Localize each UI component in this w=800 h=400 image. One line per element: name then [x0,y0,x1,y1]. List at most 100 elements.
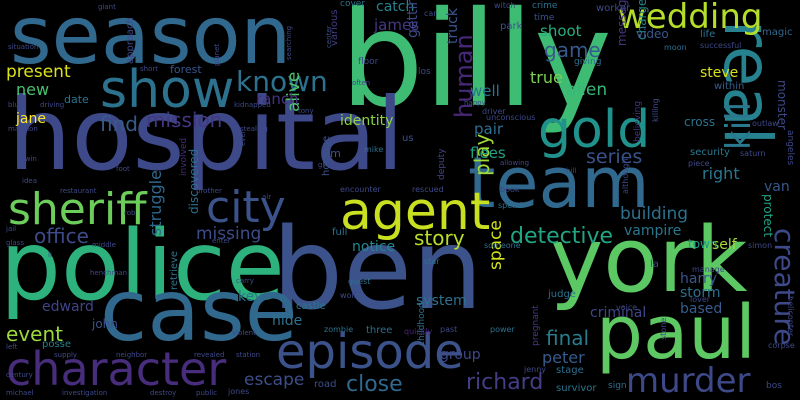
word: often [352,79,371,87]
word: castle [296,301,326,312]
word: supply [54,351,78,359]
word: book [500,185,520,194]
word: criminal [590,305,647,321]
word: killing [651,98,660,122]
word: hostage [321,135,332,176]
word: tony [298,107,314,115]
word: brother [196,187,222,195]
word: discovered [187,148,201,214]
word: jim [324,147,341,160]
word: stone [659,317,668,340]
word: floor [358,57,379,67]
word: storm [680,285,721,301]
word: date [64,93,89,106]
word: carry [236,277,254,285]
word: jones [228,387,250,396]
word: hide [272,313,303,329]
word: character [6,342,227,396]
word: john [92,317,118,331]
word: neighbor [116,351,148,359]
word: bos [766,381,782,391]
word: city [206,182,286,233]
word: truck [445,8,461,44]
word: notice [352,239,396,255]
word: struggle [146,170,165,236]
word: york [550,208,748,313]
word: rescued [412,185,444,194]
word: within [714,81,745,92]
word: hospital [8,76,405,193]
word: quickly [404,327,433,336]
word: power [490,325,515,334]
word: foot [116,165,130,173]
word: manage [692,265,725,274]
word: allowing [500,159,530,167]
word: glass [6,239,24,247]
word: magic [762,27,793,38]
word: hill [566,167,577,175]
word: short [140,65,158,73]
word: new [16,80,50,99]
word: saturn [740,149,766,158]
word: posse [42,339,72,350]
word: deputy [437,148,447,180]
word: past [440,325,458,334]
word: ever [239,130,247,146]
word: piece [688,159,710,168]
word: find [100,112,138,136]
word: jenny [524,365,547,374]
word: sign [608,381,627,391]
word: flees [470,144,506,162]
word: revealed [194,351,225,359]
word: van [764,179,790,195]
word: group [440,347,481,363]
word: park [500,21,523,32]
word: jail [6,225,17,233]
word: judge [548,289,576,300]
word: well [470,82,500,100]
word: peter [542,348,585,367]
word: sheriff [8,184,147,235]
word: ranch [256,90,299,108]
word: zombie [324,325,354,334]
word: simon [748,241,773,250]
word: series [586,146,643,168]
word: unconscious [486,113,536,122]
word: spend [498,201,523,210]
word: believing [633,100,643,142]
word: agent [340,182,491,242]
word: us [402,133,414,144]
word: ben [272,205,483,335]
word: episode [276,324,464,380]
word: right [702,164,740,183]
word: system [416,293,467,309]
word: star [424,257,440,266]
word: la [650,259,659,270]
word: stealing [240,125,268,133]
word: pair [474,120,504,138]
word: town [688,237,718,251]
word: violent [232,329,256,337]
word: alien [566,80,608,100]
word: identity [340,113,394,129]
word: wedding [618,0,763,37]
word: left [6,343,18,351]
word: story [414,226,465,250]
word: retrieve [169,250,180,290]
word: key [238,289,263,305]
word: involved [179,137,189,176]
word: stage [556,365,584,376]
word: mission [146,108,223,132]
word: escape [244,370,305,390]
word: approach [125,17,136,64]
word: crime [532,1,558,11]
word: childhood [417,302,427,346]
word: witch [494,1,516,10]
word: time [534,13,555,23]
word: richard [466,370,544,395]
word: corpse [768,341,795,350]
word: planet [213,43,221,66]
word: survivor [556,383,597,394]
word: james [374,16,420,34]
word: present [6,62,71,82]
